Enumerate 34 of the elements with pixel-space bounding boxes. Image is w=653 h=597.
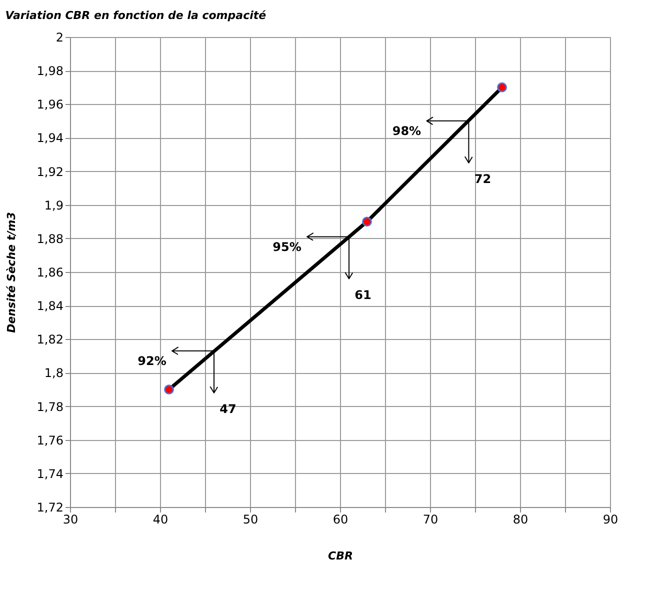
y-tick-label: 1,8 [44, 366, 64, 380]
annotation: 61 [354, 288, 372, 302]
y-tick-label: 1,86 [36, 266, 64, 280]
x-axis-title: CBR [328, 550, 353, 562]
x-tick-label: 80 [512, 512, 528, 526]
y-tick-label: 1,82 [36, 332, 64, 347]
y-tick-label: 1,84 [36, 299, 64, 314]
x-tick-label: 40 [152, 512, 168, 526]
annotation: 95% [272, 240, 302, 254]
x-tick-label: 60 [332, 512, 348, 526]
x-tick-label: 50 [242, 512, 258, 526]
y-tick-label: 1,76 [36, 433, 64, 448]
y-tick-label: 2 [56, 30, 64, 44]
y-tick-label: 1,88 [36, 232, 64, 246]
annotation: 72 [474, 172, 492, 186]
point [362, 216, 372, 227]
point [164, 384, 174, 394]
x-tick-label: 30 [62, 512, 78, 526]
y-tick-label: 1,9 [44, 198, 64, 212]
point [497, 82, 507, 92]
y-tick-label: 1,74 [36, 466, 64, 481]
y-axis-title: Densité Sèche t/m3 [4, 212, 18, 333]
y-tick-label: 1,72 [36, 500, 64, 514]
y-tick-label: 1,92 [36, 164, 64, 179]
annotation: 98% [392, 124, 422, 138]
y-tick-label: 1,94 [36, 131, 64, 146]
y-tick-label: 1,98 [36, 64, 64, 78]
y-tick-label: 1,78 [36, 400, 64, 414]
y-tick-label: 1,96 [36, 98, 64, 112]
annotation: 47 [220, 402, 236, 416]
annotation: 92% [138, 354, 166, 368]
x-tick-label: 90 [602, 512, 618, 526]
x-tick-label: 70 [422, 512, 438, 526]
chart-title: Variation CBR en fonction de la compacité [5, 9, 267, 22]
